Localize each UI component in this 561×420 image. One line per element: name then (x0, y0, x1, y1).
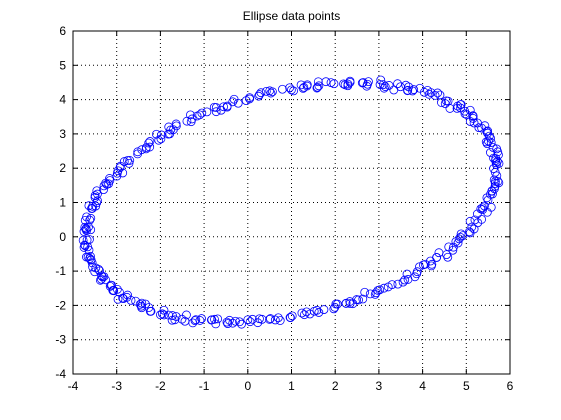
y-tick-label: -3 (55, 333, 66, 347)
x-tick-label: 4 (419, 379, 426, 393)
x-tick-label: 3 (376, 379, 383, 393)
x-tick-label: 0 (244, 379, 251, 393)
x-tick-label: -2 (155, 379, 166, 393)
x-tick-label: 1 (288, 379, 295, 393)
x-tick-label: 2 (332, 379, 339, 393)
y-tick-label: 4 (59, 93, 66, 107)
y-tick-label: 3 (59, 127, 66, 141)
y-tick-label: -4 (55, 367, 66, 381)
x-tick-label: 6 (507, 379, 514, 393)
y-tick-label: 2 (59, 161, 66, 175)
x-tick-label: -4 (68, 379, 79, 393)
x-tick-label: -1 (199, 379, 210, 393)
y-tick-label: 6 (59, 24, 66, 38)
y-tick-label: 0 (59, 230, 66, 244)
x-tick-label: -3 (111, 379, 122, 393)
x-tick-label: 5 (463, 379, 470, 393)
y-tick-label: 5 (59, 58, 66, 72)
plot-area (73, 31, 510, 374)
y-tick-label: 1 (59, 196, 66, 210)
y-tick-label: -1 (55, 264, 66, 278)
y-tick-label: -2 (55, 298, 66, 312)
